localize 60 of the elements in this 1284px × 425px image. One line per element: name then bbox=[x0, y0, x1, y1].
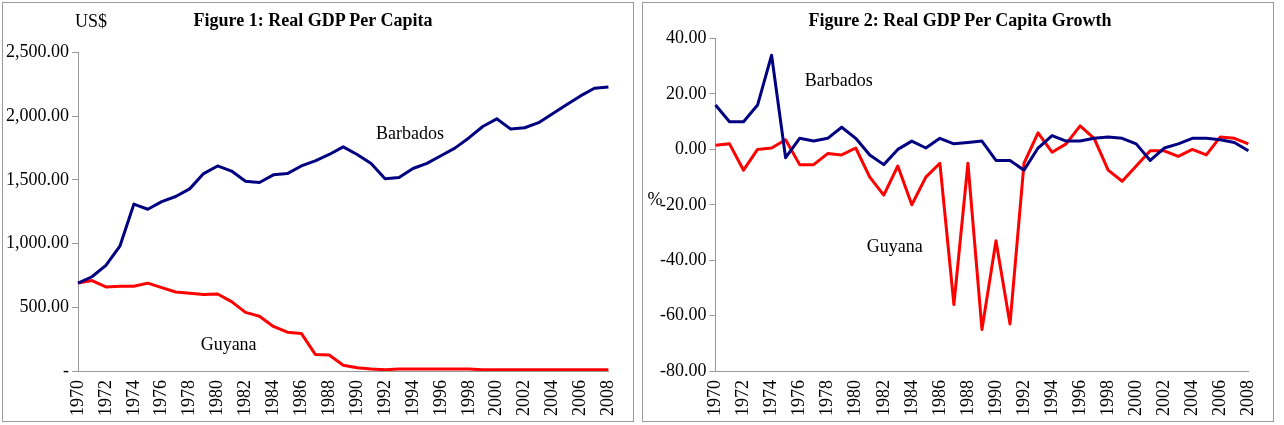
x-tick-label: 2008 bbox=[1237, 380, 1258, 416]
x-tick-label: 2006 bbox=[569, 380, 590, 416]
x-tick-label: 1996 bbox=[1068, 380, 1089, 416]
x-tick-label: 1982 bbox=[234, 380, 255, 416]
x-tick-label: 1984 bbox=[262, 380, 283, 416]
y-tick-label: 1,000.00 bbox=[6, 232, 69, 253]
series-label: Guyana bbox=[866, 236, 923, 257]
y-tick-label: -80.00 bbox=[659, 359, 707, 380]
y-tick-label: 20.00 bbox=[665, 82, 707, 103]
x-tick-label: 1986 bbox=[290, 380, 311, 416]
y-tick-label: 1,500.00 bbox=[6, 168, 69, 189]
x-tick-label: 1998 bbox=[457, 380, 478, 416]
x-tick-label: 1978 bbox=[178, 380, 199, 416]
x-tick-label: 1976 bbox=[788, 380, 809, 416]
y-tick-label: 40.00 bbox=[665, 27, 707, 48]
chart-title: Figure 1: Real GDP Per Capita bbox=[193, 10, 433, 31]
x-tick-label: 1990 bbox=[984, 380, 1005, 416]
x-tick-label: 1988 bbox=[956, 380, 977, 416]
series-label: Barbados bbox=[804, 70, 873, 91]
x-tick-label: 1970 bbox=[66, 380, 87, 416]
x-tick-label: 1978 bbox=[816, 380, 837, 416]
x-tick-label: 2004 bbox=[1181, 380, 1202, 416]
x-tick-label: 2004 bbox=[541, 380, 562, 416]
y-tick-label: -20.00 bbox=[659, 193, 707, 214]
x-tick-label: 2006 bbox=[1209, 380, 1230, 416]
x-tick-label: 2002 bbox=[513, 380, 534, 416]
y-tick-label: 2,500.00 bbox=[6, 41, 69, 62]
y-tick-label: -60.00 bbox=[659, 304, 707, 325]
x-tick-label: 1976 bbox=[150, 380, 171, 416]
y-axis-title: US$ bbox=[75, 11, 108, 31]
x-tick-label: 1994 bbox=[1040, 380, 1061, 416]
y-tick-label: 500.00 bbox=[19, 296, 69, 317]
y-tick-label: 2,000.00 bbox=[6, 105, 69, 126]
x-tick-label: 1980 bbox=[206, 380, 227, 416]
x-tick-label: 2000 bbox=[1124, 380, 1145, 416]
x-tick-label: 1972 bbox=[732, 380, 753, 416]
y-tick-label: 0.00 bbox=[674, 138, 707, 159]
x-tick-label: 1972 bbox=[94, 380, 115, 416]
x-tick-label: 1992 bbox=[1012, 380, 1033, 416]
x-tick-label: 1982 bbox=[872, 380, 893, 416]
x-tick-label: 1998 bbox=[1096, 380, 1117, 416]
series-label: Barbados bbox=[376, 122, 445, 143]
x-tick-label: 1994 bbox=[401, 380, 422, 416]
y-tick-label: -40.00 bbox=[659, 248, 707, 269]
x-tick-label: 1970 bbox=[704, 380, 725, 416]
x-tick-label: 1992 bbox=[373, 380, 394, 416]
x-tick-label: 1986 bbox=[928, 380, 949, 416]
chart-title: Figure 2: Real GDP Per Capita Growth bbox=[808, 10, 1112, 31]
x-tick-label: 1990 bbox=[345, 380, 366, 416]
series-label: Guyana bbox=[200, 333, 257, 354]
x-tick-label: 2002 bbox=[1152, 380, 1173, 416]
x-tick-label: 1974 bbox=[122, 380, 143, 416]
x-tick-label: 1980 bbox=[844, 380, 865, 416]
x-tick-label: 1984 bbox=[900, 380, 921, 416]
x-tick-label: 1988 bbox=[317, 380, 338, 416]
x-tick-label: 2000 bbox=[485, 380, 506, 416]
x-tick-label: 1974 bbox=[760, 380, 781, 416]
x-tick-label: 2008 bbox=[597, 380, 618, 416]
x-tick-label: 1996 bbox=[429, 380, 450, 416]
y-tick-label: - bbox=[63, 359, 69, 380]
